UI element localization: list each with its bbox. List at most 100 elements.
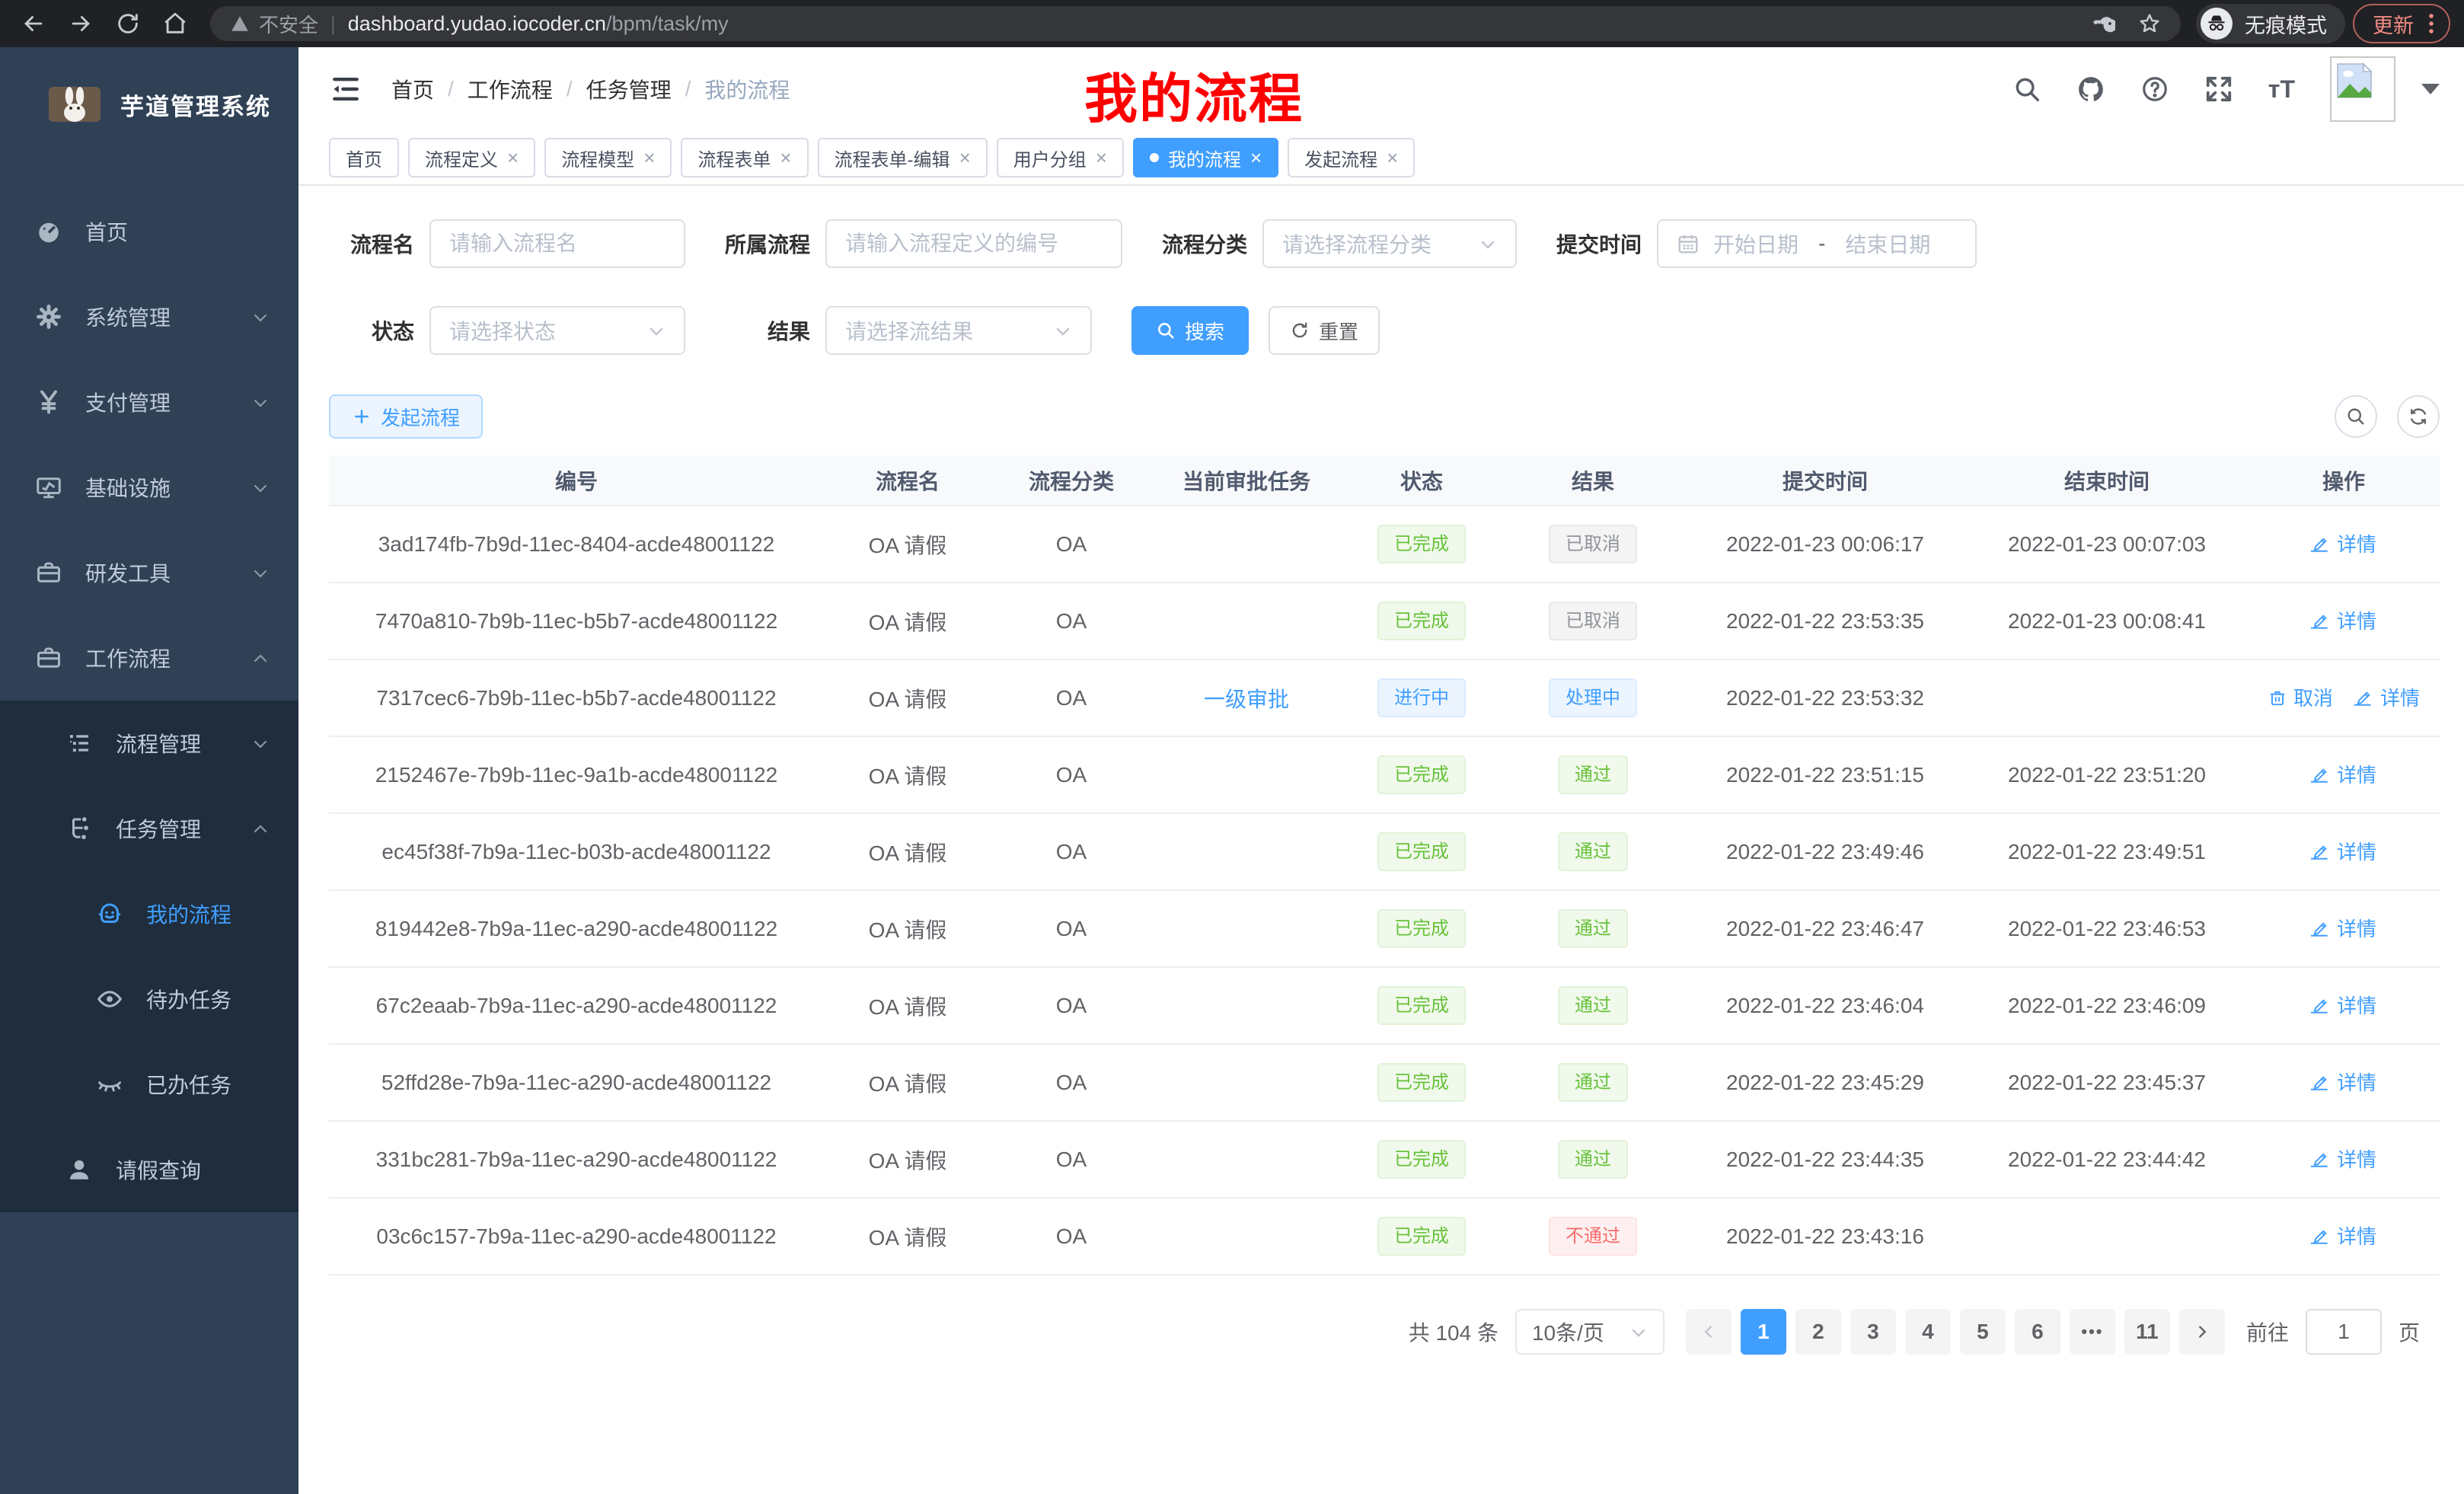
row-action-detail[interactable]: 详情 bbox=[2354, 683, 2420, 711]
tab-user-group[interactable]: 用户分组 × bbox=[996, 138, 1124, 177]
pager-page-1[interactable]: 1 bbox=[1740, 1309, 1786, 1355]
bookmark-star-icon[interactable] bbox=[2138, 12, 2161, 35]
process-name-input[interactable] bbox=[429, 219, 685, 268]
tab-process-form[interactable]: 流程表单 × bbox=[681, 138, 809, 177]
back-icon[interactable] bbox=[14, 4, 53, 43]
close-tab-icon[interactable]: × bbox=[1250, 146, 1262, 169]
forward-icon[interactable] bbox=[61, 4, 101, 43]
sidebar-item-process-mgmt[interactable]: 流程管理 bbox=[0, 701, 298, 786]
owner-process-input[interactable] bbox=[825, 219, 1123, 268]
close-tab-icon[interactable]: × bbox=[959, 146, 971, 169]
sidebar-item-workflow[interactable]: 工作流程 bbox=[0, 615, 298, 701]
close-tab-icon[interactable]: × bbox=[507, 146, 519, 169]
trash-icon bbox=[2268, 688, 2287, 707]
font-size-icon[interactable]: тT bbox=[2268, 75, 2295, 103]
tab-home[interactable]: 首页 bbox=[329, 138, 399, 177]
sidebar-item-label: 已办任务 bbox=[146, 1074, 232, 1097]
pager-page-4[interactable]: 4 bbox=[1904, 1309, 1951, 1355]
app-logo[interactable]: 芋道管理系统 bbox=[0, 47, 298, 161]
row-action-detail[interactable]: 详情 bbox=[2310, 914, 2376, 942]
sidebar-item-done-tasks[interactable]: 已办任务 bbox=[0, 1042, 298, 1127]
sidebar-item-label: 系统管理 bbox=[85, 306, 171, 330]
close-tab-icon[interactable]: × bbox=[643, 146, 656, 169]
task-link[interactable]: 一级审批 bbox=[1203, 687, 1289, 711]
cell-category: OA bbox=[991, 1121, 1151, 1199]
sidebar-item-my-process[interactable]: 我的流程 bbox=[0, 871, 298, 956]
avatar-dropdown-caret[interactable] bbox=[2421, 84, 2440, 94]
password-key-icon[interactable] bbox=[2092, 12, 2115, 35]
status-badge: 已完成 bbox=[1377, 1062, 1466, 1103]
sidebar-item-infra[interactable]: 基础设施 bbox=[0, 445, 298, 530]
sidebar-item-system[interactable]: 系统管理 bbox=[0, 274, 298, 359]
sidebar-item-home[interactable]: 首页 bbox=[0, 189, 298, 274]
pager-next[interactable] bbox=[2178, 1309, 2225, 1355]
show-search-toggle-icon[interactable] bbox=[2335, 395, 2377, 438]
pager-page-2[interactable]: 2 bbox=[1795, 1309, 1841, 1355]
fullscreen-icon[interactable] bbox=[2204, 75, 2233, 104]
row-action-detail[interactable]: 详情 bbox=[2310, 760, 2376, 788]
tab-process-form-edit[interactable]: 流程表单-编辑 × bbox=[817, 138, 988, 177]
pager-ellipsis[interactable]: ••• bbox=[2069, 1309, 2115, 1355]
pager-prev[interactable] bbox=[1685, 1309, 1732, 1355]
row-action-detail[interactable]: 详情 bbox=[2310, 1144, 2376, 1173]
edit-icon bbox=[2310, 1226, 2331, 1246]
row-action-detail[interactable]: 详情 bbox=[2310, 837, 2376, 865]
sidebar-collapse-icon[interactable] bbox=[329, 72, 362, 106]
github-icon[interactable] bbox=[2076, 75, 2105, 104]
search-button[interactable]: 搜索 bbox=[1131, 306, 1250, 355]
goto-page-input[interactable] bbox=[2305, 1309, 2382, 1355]
cell-result: 通过 bbox=[1502, 736, 1684, 814]
reset-button[interactable]: 重置 bbox=[1269, 306, 1380, 355]
reload-icon[interactable] bbox=[108, 4, 148, 43]
page-size-select[interactable]: 10条/页 bbox=[1514, 1309, 1664, 1355]
update-button[interactable]: 更新 bbox=[2353, 4, 2450, 43]
header-search-icon[interactable] bbox=[2012, 75, 2041, 104]
table-row: 7317cec6-7b9b-11ec-b5b7-acde48001122 OA 请… bbox=[329, 659, 2440, 737]
sidebar-item-payment[interactable]: 支付管理 bbox=[0, 359, 298, 445]
result-badge: 通过 bbox=[1558, 908, 1628, 949]
status-select[interactable]: 请选择状态 bbox=[429, 306, 685, 355]
security-warning[interactable]: 不安全 bbox=[230, 10, 318, 38]
avatar[interactable] bbox=[2330, 56, 2395, 122]
row-action-detail[interactable]: 详情 bbox=[2310, 606, 2376, 634]
row-action-detail[interactable]: 详情 bbox=[2310, 529, 2376, 557]
sidebar-item-task-mgmt[interactable]: 任务管理 bbox=[0, 786, 298, 871]
pager-page-6[interactable]: 6 bbox=[2014, 1309, 2060, 1355]
cell-submit-time: 2022-01-22 23:46:04 bbox=[1684, 967, 1966, 1045]
refresh-table-icon[interactable] bbox=[2397, 395, 2440, 438]
cell-status: 已完成 bbox=[1342, 1198, 1502, 1275]
tab-process-definition[interactable]: 流程定义 × bbox=[408, 138, 536, 177]
tab-start-process[interactable]: 发起流程 × bbox=[1288, 138, 1416, 177]
sidebar-item-todo-tasks[interactable]: 待办任务 bbox=[0, 956, 298, 1042]
close-tab-icon[interactable]: × bbox=[1095, 146, 1107, 169]
start-process-button[interactable]: 发起流程 bbox=[329, 394, 484, 439]
chevron-down-icon bbox=[1054, 321, 1072, 340]
pager-page-3[interactable]: 3 bbox=[1850, 1309, 1896, 1355]
tab-process-model[interactable]: 流程模型 × bbox=[544, 138, 672, 177]
close-tab-icon[interactable]: × bbox=[780, 146, 792, 169]
pager-page-11[interactable]: 11 bbox=[2124, 1309, 2170, 1355]
cell-result: 通过 bbox=[1502, 1121, 1684, 1199]
help-icon[interactable] bbox=[2140, 75, 2169, 104]
address-bar[interactable]: 不安全 | dashboard.yudao.iocoder.cn/bpm/tas… bbox=[210, 6, 2181, 41]
breadcrumb-task-mgmt[interactable]: 任务管理 bbox=[586, 78, 672, 102]
close-tab-icon[interactable]: × bbox=[1387, 146, 1399, 169]
row-action-detail[interactable]: 详情 bbox=[2310, 991, 2376, 1019]
date-range-picker[interactable]: 开始日期 - 结束日期 bbox=[1657, 219, 1977, 268]
home-icon[interactable] bbox=[155, 4, 195, 43]
breadcrumb-home[interactable]: 首页 bbox=[391, 78, 435, 102]
row-action-cancel[interactable]: 取消 bbox=[2268, 683, 2333, 711]
browser-menu-icon[interactable] bbox=[2427, 11, 2435, 36]
breadcrumb-workflow[interactable]: 工作流程 bbox=[467, 78, 553, 102]
sidebar-item-devtools[interactable]: 研发工具 bbox=[0, 530, 298, 615]
incognito-chip[interactable]: 无痕模式 bbox=[2196, 4, 2345, 43]
sidebar-item-leave-query[interactable]: 请假查询 bbox=[0, 1127, 298, 1212]
pager-page-5[interactable]: 5 bbox=[1959, 1309, 2006, 1355]
row-action-detail[interactable]: 详情 bbox=[2310, 1068, 2376, 1096]
cell-id: 03c6c157-7b9a-11ec-a290-acde48001122 bbox=[329, 1198, 824, 1275]
edit-icon bbox=[2310, 765, 2331, 784]
category-select[interactable]: 请选择流程分类 bbox=[1262, 219, 1518, 268]
row-action-detail[interactable]: 详情 bbox=[2310, 1221, 2376, 1250]
tab-my-process[interactable]: 我的流程 × bbox=[1132, 138, 1279, 177]
result-select[interactable]: 请选择流结果 bbox=[825, 306, 1092, 355]
